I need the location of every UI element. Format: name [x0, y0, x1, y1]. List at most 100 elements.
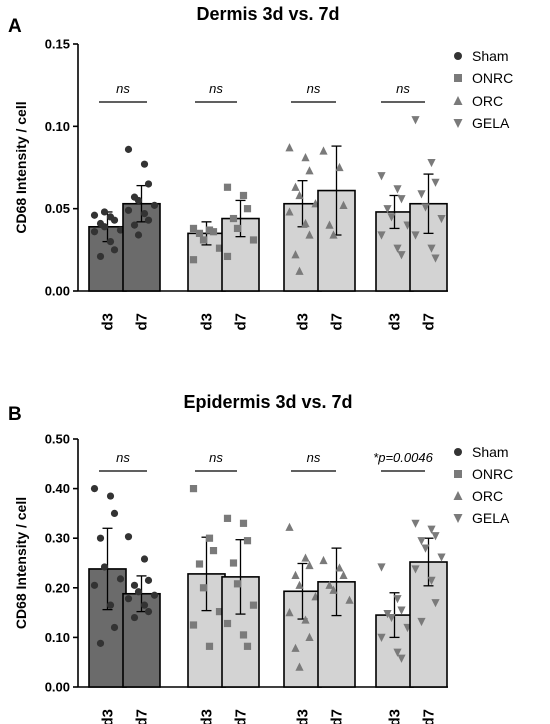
- y-tick-label: 0.00: [45, 284, 70, 299]
- data-point: [325, 580, 334, 589]
- data-point: [291, 570, 300, 579]
- data-point: [285, 522, 294, 531]
- data-point: [100, 208, 109, 216]
- x-tick-label: d7: [329, 313, 346, 331]
- data-point: [397, 606, 406, 615]
- data-point: [295, 190, 304, 200]
- data-point: [100, 563, 109, 571]
- data-point: [437, 214, 446, 224]
- data-point: [301, 553, 310, 562]
- data-point: [106, 601, 115, 609]
- data-point: [90, 485, 99, 493]
- y-tick-label: 0.40: [45, 481, 70, 496]
- data-point: [134, 231, 143, 239]
- data-point: [393, 185, 402, 194]
- data-point: [411, 231, 420, 240]
- y-axis-label: CD68 Intensity / cell: [13, 497, 29, 629]
- data-point: [335, 162, 344, 172]
- data-point: [329, 230, 338, 239]
- data-point: [387, 613, 396, 623]
- chart-title: Epidermis 3d vs. 7d: [183, 392, 352, 412]
- x-tick-label: d3: [100, 709, 117, 724]
- data-point: [411, 519, 420, 528]
- legend-label: Sham: [472, 444, 509, 460]
- data-point: [249, 236, 258, 244]
- x-tick-label: d3: [100, 313, 117, 331]
- data-point: [110, 216, 119, 224]
- data-point: [291, 182, 300, 191]
- significance-label: ns: [307, 450, 321, 465]
- data-point: [134, 196, 143, 205]
- data-point: [295, 266, 304, 275]
- data-point: [130, 221, 139, 229]
- significance-label: ns: [396, 81, 410, 96]
- data-point: [335, 563, 344, 572]
- data-point: [189, 256, 198, 264]
- data-point: [124, 533, 133, 541]
- x-tick-label: d3: [387, 313, 404, 331]
- data-point: [124, 145, 133, 153]
- data-point: [223, 619, 232, 628]
- data-point: [96, 252, 105, 261]
- x-tick-label: d3: [199, 709, 216, 724]
- data-point: [130, 613, 139, 622]
- x-tick-label: d7: [134, 709, 151, 724]
- data-point: [189, 621, 198, 629]
- data-point: [383, 205, 392, 214]
- data-point: [291, 250, 300, 259]
- x-tick-label: d7: [329, 709, 346, 724]
- data-point: [90, 211, 99, 219]
- data-point: [209, 228, 218, 236]
- panel-letter: B: [8, 404, 22, 425]
- data-point: [285, 608, 294, 617]
- data-point: [291, 643, 300, 652]
- data-point: [140, 555, 149, 563]
- data-point: [295, 580, 304, 589]
- data-point: [301, 153, 310, 162]
- data-point: [421, 544, 430, 553]
- data-point: [205, 226, 214, 234]
- data-point: [417, 537, 426, 546]
- data-point: [285, 143, 294, 152]
- legend-label: ORC: [472, 93, 503, 109]
- data-point: [393, 648, 402, 657]
- x-tick-label: d7: [233, 313, 250, 331]
- data-point: [325, 220, 334, 229]
- significance-label: ns: [209, 81, 223, 96]
- data-point: [229, 559, 238, 567]
- data-point: [411, 565, 420, 574]
- significance-label: ns: [116, 81, 130, 96]
- data-point: [215, 244, 224, 252]
- data-point: [239, 191, 248, 200]
- data-point: [427, 244, 436, 253]
- data-point: [195, 560, 204, 568]
- x-tick-label: d3: [199, 313, 216, 331]
- data-point: [397, 195, 406, 204]
- y-tick-label: 0.05: [45, 201, 70, 216]
- legend-marker: [453, 96, 463, 105]
- data-point: [301, 218, 310, 228]
- data-point: [431, 599, 440, 608]
- data-point: [397, 654, 406, 663]
- data-point: [134, 588, 143, 596]
- data-point: [199, 584, 208, 592]
- x-tick-label: d3: [295, 313, 312, 331]
- x-tick-label: d3: [295, 709, 312, 724]
- y-tick-label: 0.30: [45, 531, 70, 546]
- legend-marker: [453, 514, 463, 523]
- data-point: [393, 595, 402, 604]
- data-point: [124, 206, 133, 214]
- y-axis-label: CD68 Intensity / cell: [13, 101, 29, 233]
- data-point: [189, 485, 198, 493]
- data-point: [437, 553, 446, 562]
- legend-marker: [454, 470, 462, 478]
- legend-marker: [454, 52, 462, 60]
- data-point: [144, 608, 153, 616]
- data-point: [140, 601, 149, 609]
- data-point: [110, 246, 119, 254]
- y-tick-label: 0.15: [45, 37, 70, 52]
- data-point: [417, 190, 426, 199]
- data-point: [285, 207, 294, 216]
- data-point: [431, 178, 440, 187]
- data-point: [144, 576, 153, 584]
